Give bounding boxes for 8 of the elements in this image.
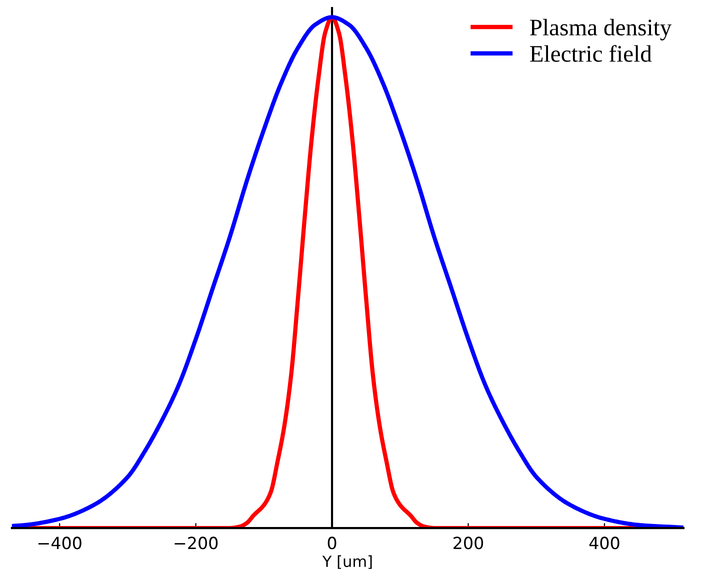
- legend-label: Electric field: [530, 45, 652, 62]
- x-tick-label: 0: [328, 536, 336, 550]
- legend-label: Plasma density: [530, 18, 672, 40]
- x-tick-label: 400: [589, 536, 620, 550]
- x-axis-title: Y [um]: [322, 555, 372, 569]
- x-tick-label: −200: [174, 536, 218, 550]
- x-tick-label: −400: [38, 536, 82, 550]
- x-tick-label: 200: [454, 536, 484, 550]
